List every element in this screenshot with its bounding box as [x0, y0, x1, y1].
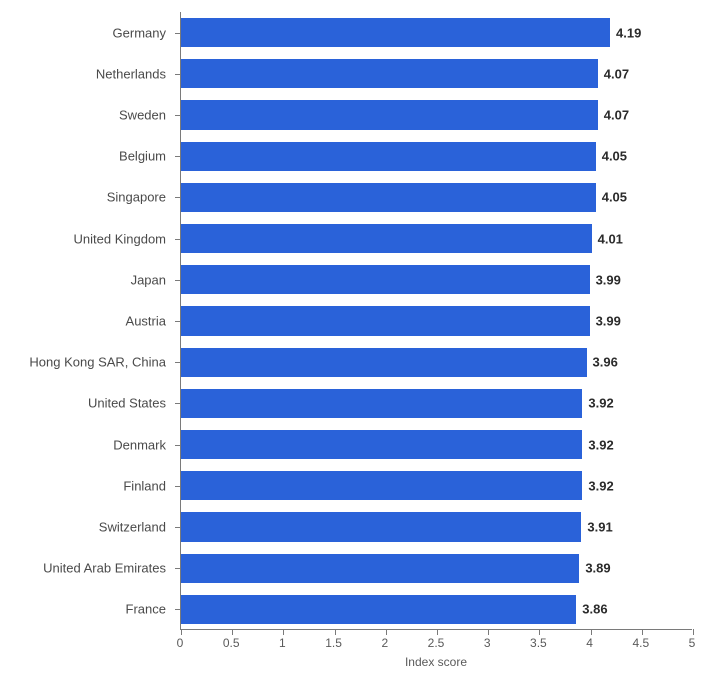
x-tick-label: 0.5 — [211, 636, 251, 650]
chart-row: 4.01 — [181, 218, 692, 259]
bar — [181, 142, 596, 171]
chart-row: 3.89 — [181, 548, 692, 589]
bar — [181, 265, 590, 294]
index-score-bar-chart: 4.19 4.07 4.07 4.05 4.05 4.01 3.99 3.99 3.96 3.92… — [0, 0, 707, 673]
bar — [181, 595, 576, 624]
x-tick-label: 1.5 — [314, 636, 354, 650]
category-label: United Arab Emirates — [0, 561, 170, 576]
bar-value-label: 4.05 — [602, 190, 627, 205]
chart-row: 3.99 — [181, 300, 692, 341]
bar-value-label: 3.91 — [587, 519, 612, 534]
x-tick-label: 5 — [672, 636, 707, 650]
category-label: Denmark — [0, 437, 170, 452]
chart-row: 4.19 — [181, 12, 692, 53]
chart-row: 4.07 — [181, 53, 692, 94]
bar — [181, 348, 587, 377]
category-label: United States — [0, 396, 170, 411]
x-tick-label: 4.5 — [621, 636, 661, 650]
x-tick-label: 3.5 — [518, 636, 558, 650]
x-axis-title: Index score — [180, 655, 692, 669]
chart-row: 3.92 — [181, 424, 692, 465]
bar-value-label: 3.86 — [582, 602, 607, 617]
chart-row: 3.92 — [181, 465, 692, 506]
x-tick-label: 1 — [262, 636, 302, 650]
bar — [181, 430, 582, 459]
chart-row: 4.05 — [181, 136, 692, 177]
x-tick-label: 2.5 — [416, 636, 456, 650]
x-tick — [693, 629, 694, 635]
bar — [181, 59, 598, 88]
plot-area: 4.19 4.07 4.07 4.05 4.05 4.01 3.99 3.99 3.96 3.92… — [180, 12, 692, 630]
chart-row: 3.86 — [181, 589, 692, 630]
bar — [181, 183, 596, 212]
bar-value-label: 4.07 — [604, 66, 629, 81]
bar — [181, 100, 598, 129]
bar-value-label: 3.99 — [596, 313, 621, 328]
bar-value-label: 4.05 — [602, 149, 627, 164]
bar-value-label: 3.89 — [585, 561, 610, 576]
category-label: France — [0, 602, 170, 617]
chart-row: 3.96 — [181, 342, 692, 383]
x-tick-label: 4 — [570, 636, 610, 650]
x-tick-label: 2 — [365, 636, 405, 650]
bar-value-label: 4.19 — [616, 25, 641, 40]
category-label: Switzerland — [0, 520, 170, 535]
bar — [181, 389, 582, 418]
bar — [181, 18, 610, 47]
chart-row: 3.91 — [181, 506, 692, 547]
chart-row: 4.07 — [181, 94, 692, 135]
category-label: Belgium — [0, 149, 170, 164]
category-label: Netherlands — [0, 66, 170, 81]
category-label: Finland — [0, 478, 170, 493]
category-label: Sweden — [0, 108, 170, 123]
chart-row: 4.05 — [181, 177, 692, 218]
category-label: Japan — [0, 272, 170, 287]
bar-value-label: 3.96 — [593, 355, 618, 370]
bar-value-label: 3.92 — [588, 478, 613, 493]
bar — [181, 224, 592, 253]
category-label: Singapore — [0, 190, 170, 205]
chart-row: 3.99 — [181, 259, 692, 300]
bar-value-label: 4.01 — [598, 231, 623, 246]
category-label: United Kingdom — [0, 231, 170, 246]
bar — [181, 306, 590, 335]
category-label: Austria — [0, 314, 170, 329]
x-tick-label: 0 — [160, 636, 200, 650]
bar-value-label: 3.92 — [588, 437, 613, 452]
bar — [181, 471, 582, 500]
category-label: Germany — [0, 25, 170, 40]
chart-row: 3.92 — [181, 383, 692, 424]
bar-value-label: 3.92 — [588, 396, 613, 411]
category-label: Hong Kong SAR, China — [0, 355, 170, 370]
x-tick-label: 3 — [467, 636, 507, 650]
bar — [181, 554, 579, 583]
bar-value-label: 4.07 — [604, 107, 629, 122]
bar — [181, 512, 581, 541]
bar-value-label: 3.99 — [596, 272, 621, 287]
